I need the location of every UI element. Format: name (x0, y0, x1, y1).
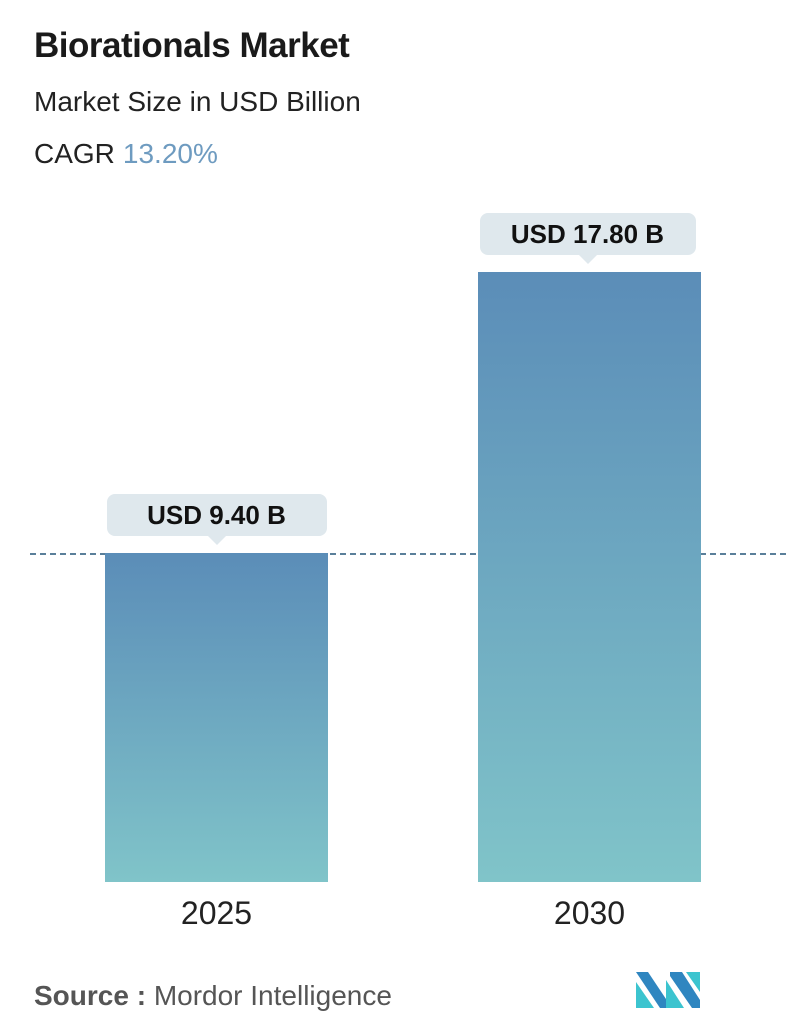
source-label: Source : (34, 980, 147, 1011)
x-tick-label: 2030 (553, 895, 626, 931)
cagr-value: 13.20% (122, 138, 218, 169)
bar-2025 (105, 553, 328, 882)
data-label: USD 17.80 B (479, 213, 696, 264)
mordor-logo-icon (636, 972, 700, 1008)
bar-2030 (478, 272, 701, 882)
x-tick-label: 2025 (180, 895, 253, 931)
cagr-label: CAGR (34, 138, 115, 169)
data-label: USD 9.40 B (106, 494, 327, 545)
source-value: Mordor Intelligence (153, 980, 392, 1011)
cagr: CAGR 13.20% (34, 138, 218, 170)
chart-subtitle: Market Size in USD Billion (34, 86, 361, 117)
chart-title: Biorationals Market (34, 26, 350, 65)
reference-line (30, 553, 786, 555)
source: Source : Mordor Intelligence (34, 980, 392, 1012)
